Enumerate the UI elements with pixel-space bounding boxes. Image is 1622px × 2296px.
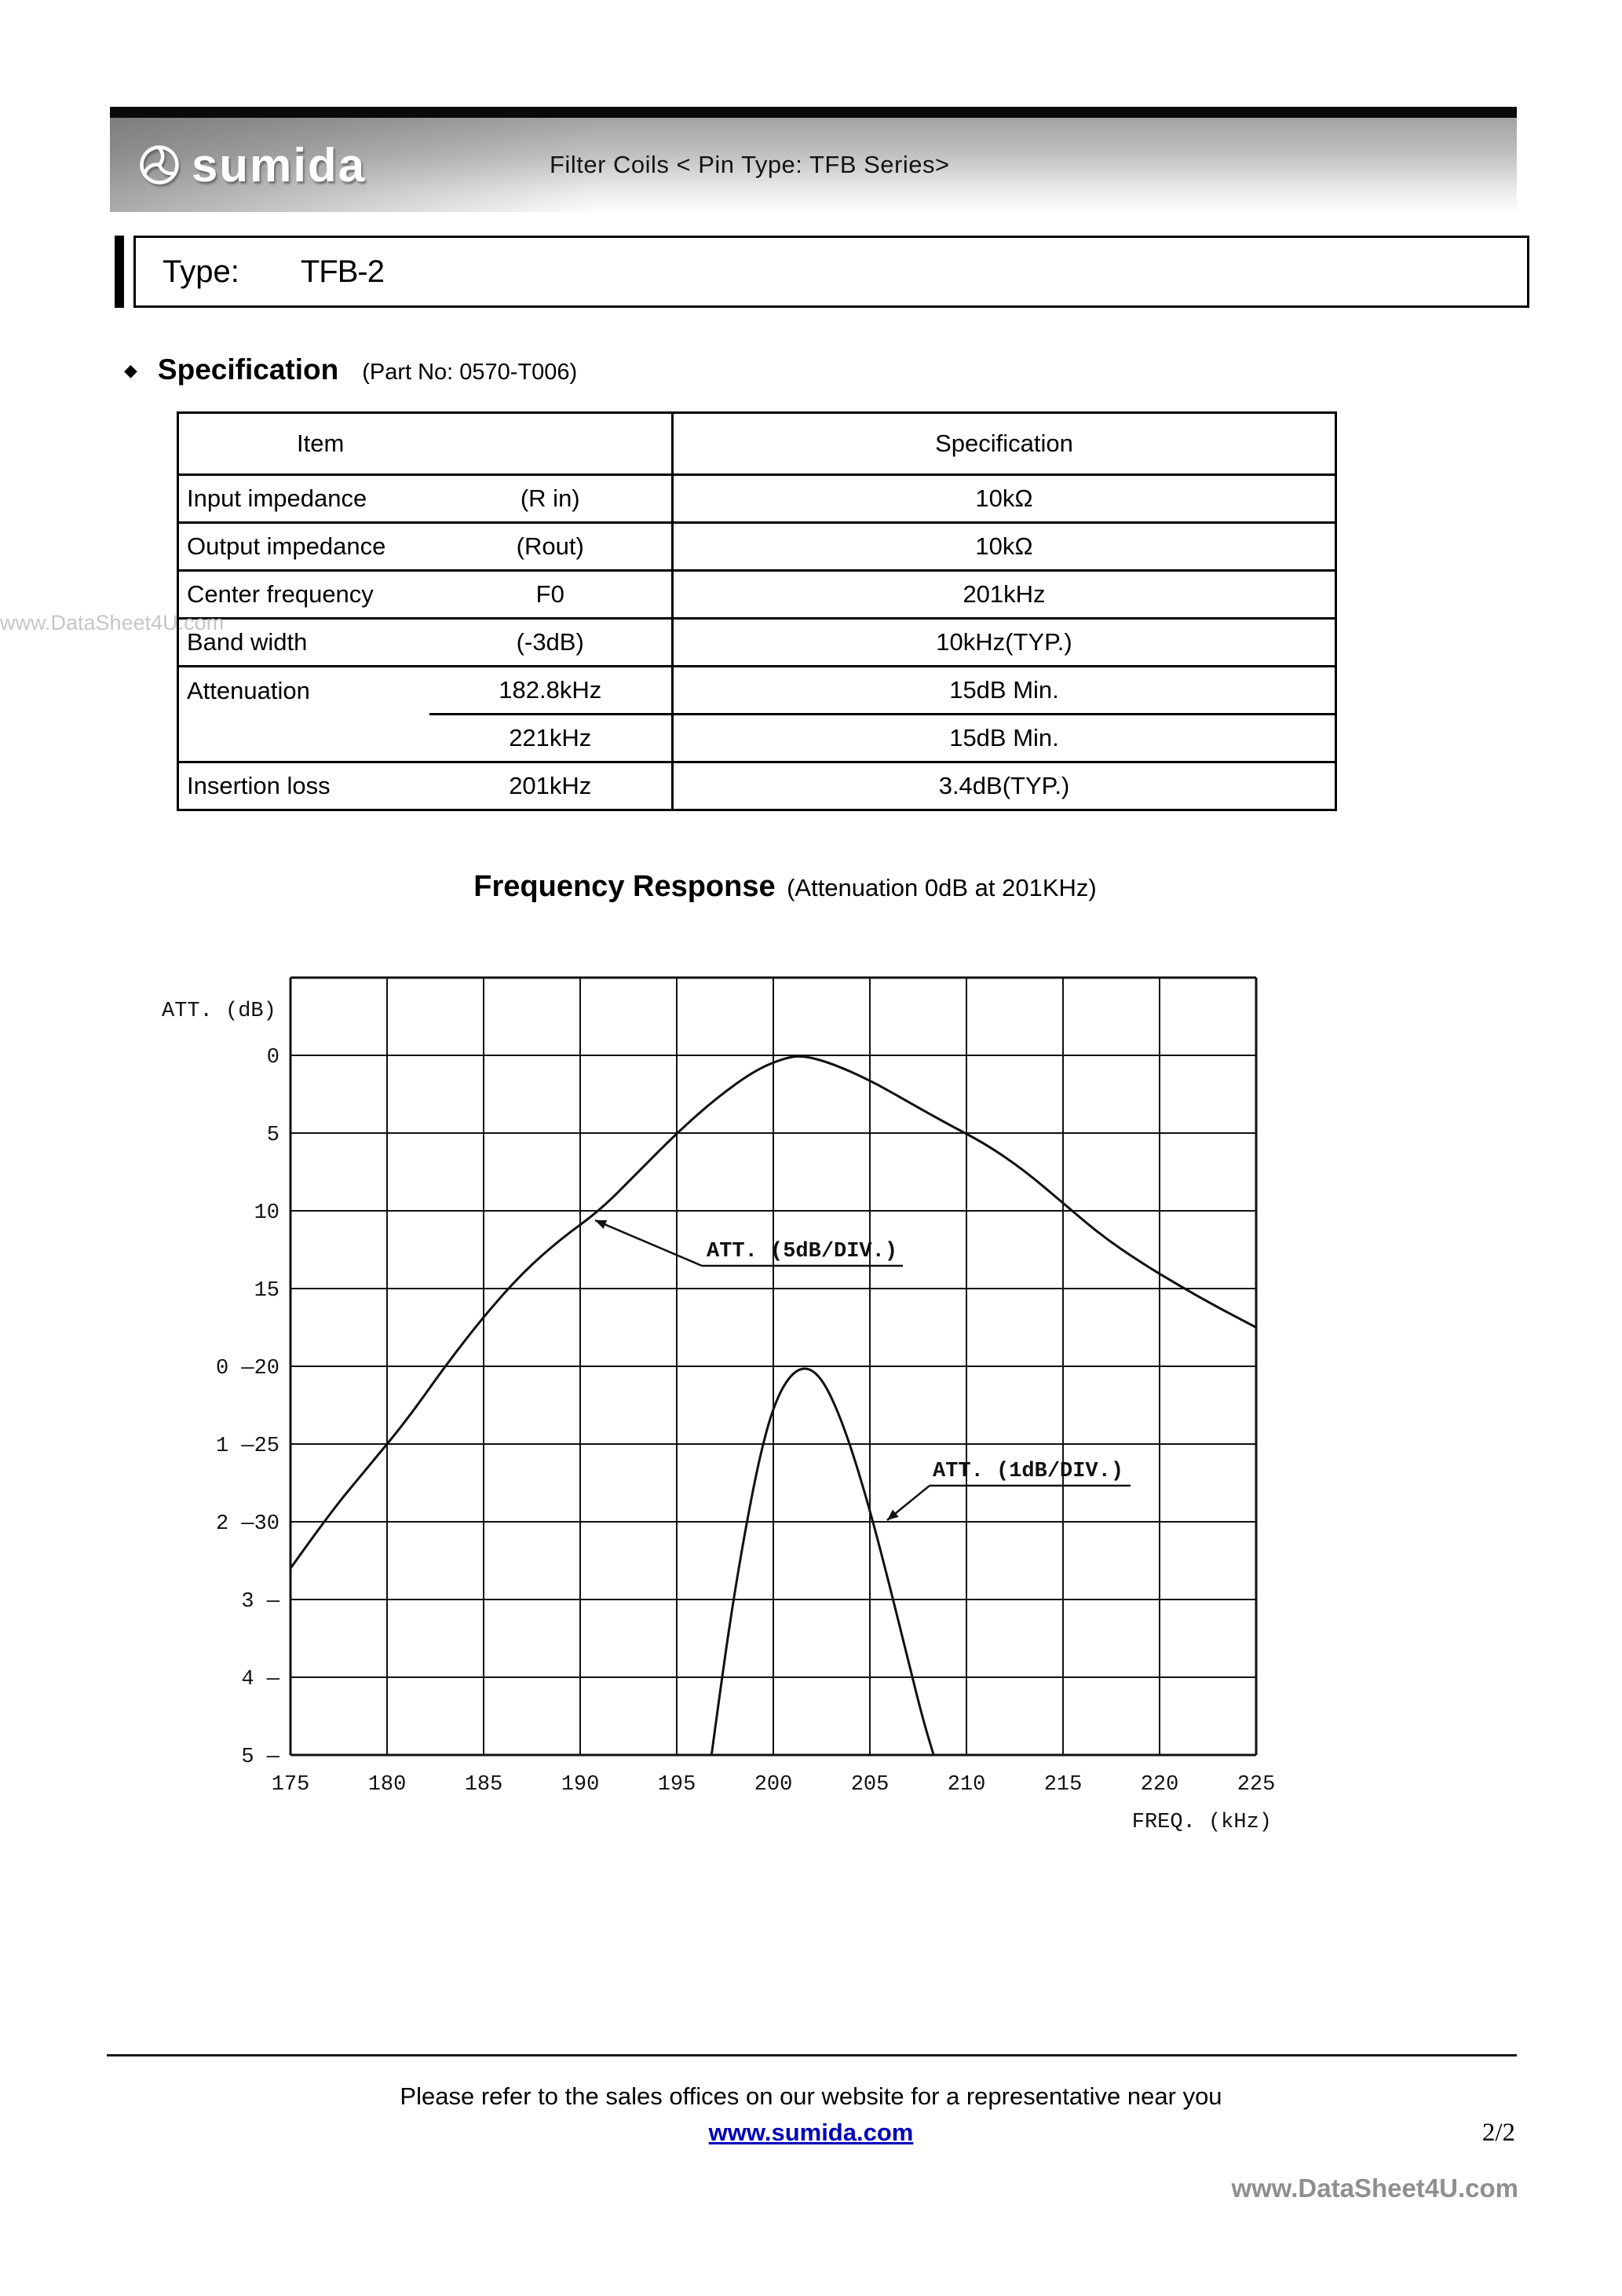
item-label: Band width <box>177 617 429 667</box>
item-param: (-3dB) <box>429 617 674 667</box>
frequency-response-chart: 0 5 10 15 0 —20 1 —25 2 —30 3 — 4 — 5 — ATT. (dB) 1… <box>162 976 1276 1834</box>
x-axis-label: FREQ. (kHz) <box>1132 1811 1272 1834</box>
item-param: (Rout) <box>429 521 674 572</box>
item-spec: 15dB Min. <box>671 665 1337 715</box>
type-box-accent-bar <box>115 236 124 308</box>
item-spec: 10kHz(TYP.) <box>671 617 1337 667</box>
col-header-item: Item <box>177 411 674 476</box>
specification-table: Item Specification Input impedance (R in… <box>177 411 1337 811</box>
footer-note: Please refer to the sales offices on our… <box>400 2082 1222 2110</box>
response-curve <box>289 1055 1258 1570</box>
x-tick-label: 225 <box>1237 1773 1276 1797</box>
y-tick-label: 5 — <box>241 1746 279 1769</box>
sumida-logo: sumida <box>138 118 366 212</box>
x-tick-label: 200 <box>754 1773 793 1797</box>
item-label: Input impedance <box>177 473 429 524</box>
x-tick-label: 185 <box>465 1773 503 1797</box>
x-tick-label: 210 <box>948 1773 986 1797</box>
table-row: Input impedance (R in) 10kΩ <box>177 473 1337 524</box>
x-tick-label: 180 <box>368 1773 407 1797</box>
col-header-specification: Specification <box>671 411 1337 476</box>
chart-title: Frequency Response <box>473 870 776 903</box>
x-tick-label: 190 <box>561 1773 600 1797</box>
type-value: TFB-2 <box>300 254 385 289</box>
x-tick-label: 220 <box>1141 1773 1179 1797</box>
y-tick-label: 0 <box>267 1046 279 1069</box>
annotation-leader <box>594 1219 703 1267</box>
item-spec: 10kΩ <box>671 473 1337 524</box>
table-row: 221kHz 15dB Min. <box>178 713 1337 763</box>
table-row: Band width (-3dB) 10kHz(TYP.) <box>177 617 1337 667</box>
item-param: (R in) <box>429 473 674 524</box>
item-spec: 3.4dB(TYP.) <box>671 761 1337 811</box>
type-box: Type: TFB-2 <box>133 236 1529 308</box>
y-tick-label: 15 <box>254 1279 279 1303</box>
sumida-logo-text: sumida <box>192 138 367 192</box>
item-param: F0 <box>429 569 674 620</box>
y-tick-label: 5 <box>267 1124 279 1147</box>
x-tick-label: 215 <box>1044 1773 1083 1797</box>
y-tick-label: 4 — <box>241 1668 279 1691</box>
item-param: 182.8kHz <box>429 665 674 715</box>
annotation-label: ATT. (5dB/DIV.) <box>707 1240 897 1263</box>
y-tick-label: 2 —30 <box>216 1512 279 1536</box>
item-label: Center frequency <box>177 569 429 620</box>
specification-heading-row: ◆ Specification (Part No: 0570-T006) <box>124 353 577 386</box>
specification-heading: Specification <box>157 353 339 386</box>
footer-rule <box>107 2054 1517 2057</box>
y-tick-label: 3 — <box>241 1590 279 1614</box>
datasheet4u-watermark: www.DataSheet4U.com <box>0 611 225 634</box>
y-axis-label: ATT. (dB) <box>162 1000 276 1023</box>
diamond-bullet-icon: ◆ <box>124 360 137 380</box>
y-tick-label: 1 —25 <box>216 1435 279 1458</box>
annotation-arrowhead <box>595 1219 608 1230</box>
item-label: Output impedance <box>177 521 429 572</box>
table-header-row: Item Specification <box>177 411 1337 476</box>
table-row: Center frequency F0 201kHz <box>177 569 1337 620</box>
annotation-arrowhead <box>887 1509 899 1520</box>
annotation-label: ATT. (1dB/DIV.) <box>933 1460 1123 1483</box>
series-banner-title: Filter Coils < Pin Type: TFB Series> <box>550 151 950 178</box>
item-spec: 15dB Min. <box>671 713 1337 763</box>
y-tick-label: 0 —20 <box>216 1357 279 1380</box>
sumida-website-link[interactable]: www.sumida.com <box>708 2119 914 2146</box>
item-spec: 10kΩ <box>671 521 1337 572</box>
item-param: 221kHz <box>429 713 674 763</box>
type-label: Type: <box>163 254 239 289</box>
frequency-response-title-row: Frequency Response (Attenuation 0dB at 2… <box>157 870 1413 904</box>
sumida-logo-icon <box>140 145 179 185</box>
page-number: 2/2 <box>1481 2119 1515 2147</box>
datasheet4u-brandmark: www.DataSheet4U.com <box>1231 2174 1518 2203</box>
response-curve <box>710 1367 935 1757</box>
top-rule <box>110 107 1517 118</box>
table-row: Output impedance (Rout) 10kΩ <box>177 521 1337 572</box>
x-tick-label: 175 <box>272 1773 310 1797</box>
x-tick-label: 195 <box>658 1773 696 1797</box>
header-banner: sumida Filter Coils < Pin Type: TFB Seri… <box>110 118 1517 212</box>
item-label: Attenuation <box>177 665 429 763</box>
chart-subtitle: (Attenuation 0dB at 201KHz) <box>787 874 1097 901</box>
part-number: (Part No: 0570-T006) <box>362 360 578 385</box>
y-tick-label: 10 <box>254 1201 279 1225</box>
table-row: Attenuation 182.8kHz 15dB Min. <box>177 665 1337 763</box>
item-param: 201kHz <box>429 761 674 811</box>
item-spec: 201kHz <box>671 569 1337 620</box>
item-label: Insertion loss <box>177 761 429 811</box>
x-tick-label: 205 <box>851 1773 890 1797</box>
table-row: Insertion loss 201kHz 3.4dB(TYP.) <box>177 761 1337 811</box>
banner-shade <box>110 118 597 212</box>
footer-link-row: www.sumida.com <box>0 2119 1622 2147</box>
